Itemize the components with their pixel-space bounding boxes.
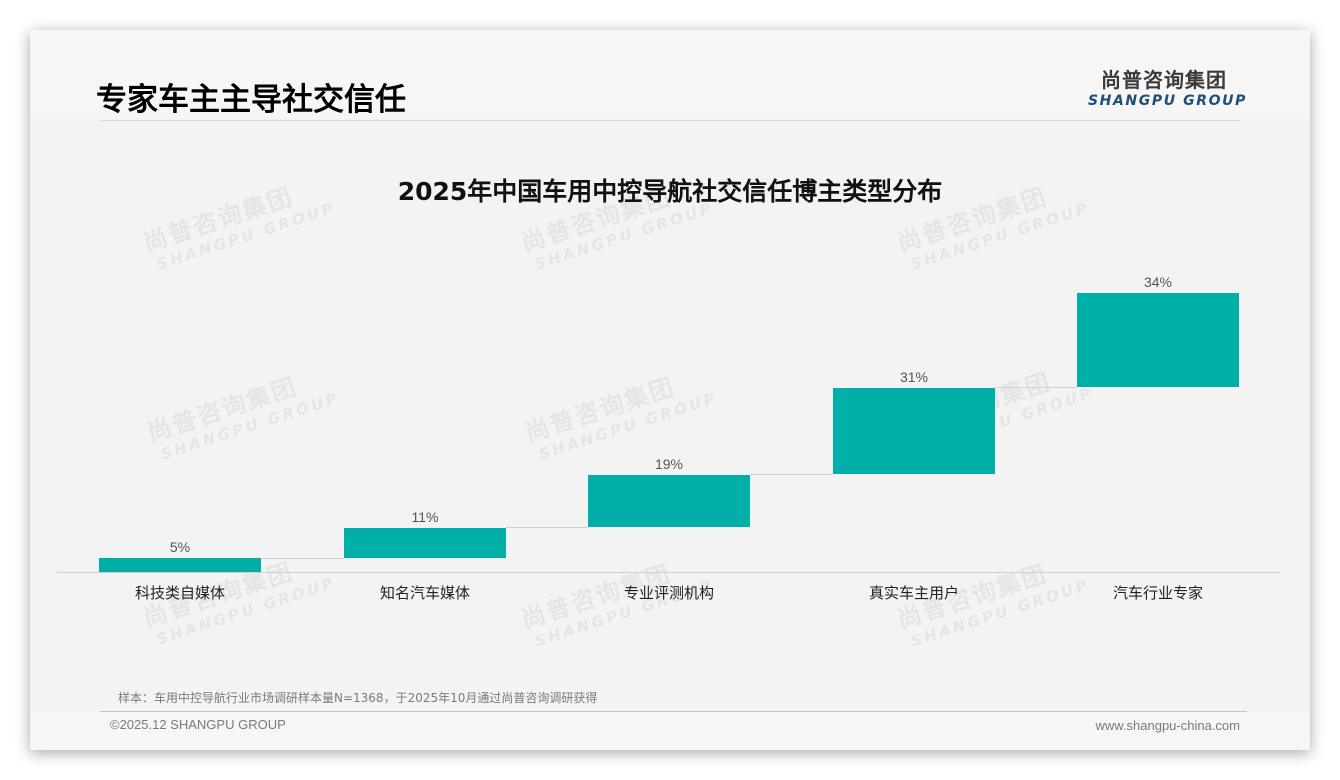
category-label: 专业评测机构 xyxy=(623,584,714,602)
company-logo: 尚普咨询集团 SHANGPU GROUP xyxy=(1088,64,1247,109)
footer-divider xyxy=(100,711,1247,712)
footer-band xyxy=(30,712,1310,750)
category-label: 汽车行业专家 xyxy=(1112,584,1203,602)
waterfall-chart: 5% 科技类自媒体 11% 知名汽车媒体 19% 专业评测机构 31% 真实车主用户 34% 汽车… xyxy=(30,30,1310,750)
page-title: 专家车主主导社交信任 xyxy=(96,82,406,118)
sample-note: 样本：车用中控导航行业市场调研样本量N=1368，于2025年10月通过尚普咨询… xyxy=(118,691,598,705)
data-label: 11% xyxy=(411,509,439,526)
copyright-text: ©2025.12 SHANGPU GROUP xyxy=(110,717,286,732)
bar xyxy=(588,475,750,528)
chart-title: 2025年中国车用中控导航社交信任博主类型分布 xyxy=(397,177,943,206)
data-label: 31% xyxy=(899,369,929,386)
x-axis-line xyxy=(57,572,1280,573)
bar xyxy=(99,558,261,572)
bar xyxy=(344,528,506,558)
bar xyxy=(833,388,995,474)
connector-line xyxy=(995,387,1077,389)
logo-text-cn: 尚普咨询集团 xyxy=(1101,68,1227,92)
connector-line xyxy=(750,474,833,475)
data-label: 5% xyxy=(169,539,191,555)
connector-line xyxy=(506,527,588,529)
category-label: 科技类自媒体 xyxy=(134,584,225,602)
data-label: 34% xyxy=(1143,274,1173,290)
data-label: 19% xyxy=(654,456,684,472)
slide: 专家车主主导社交信任 尚普咨询集团 SHANGPU GROUP 尚普咨询集团 SH… xyxy=(30,30,1310,750)
category-label: 真实车主用户 xyxy=(868,584,959,602)
header-band xyxy=(30,30,1310,118)
header-divider xyxy=(100,120,1240,121)
connector-line xyxy=(261,558,344,559)
category-label: 知名汽车媒体 xyxy=(379,584,470,602)
bar xyxy=(1077,293,1239,388)
logo-text-en: SHANGPU GROUP xyxy=(1088,93,1247,109)
website-link[interactable]: www.shangpu-china.com xyxy=(1095,718,1240,733)
